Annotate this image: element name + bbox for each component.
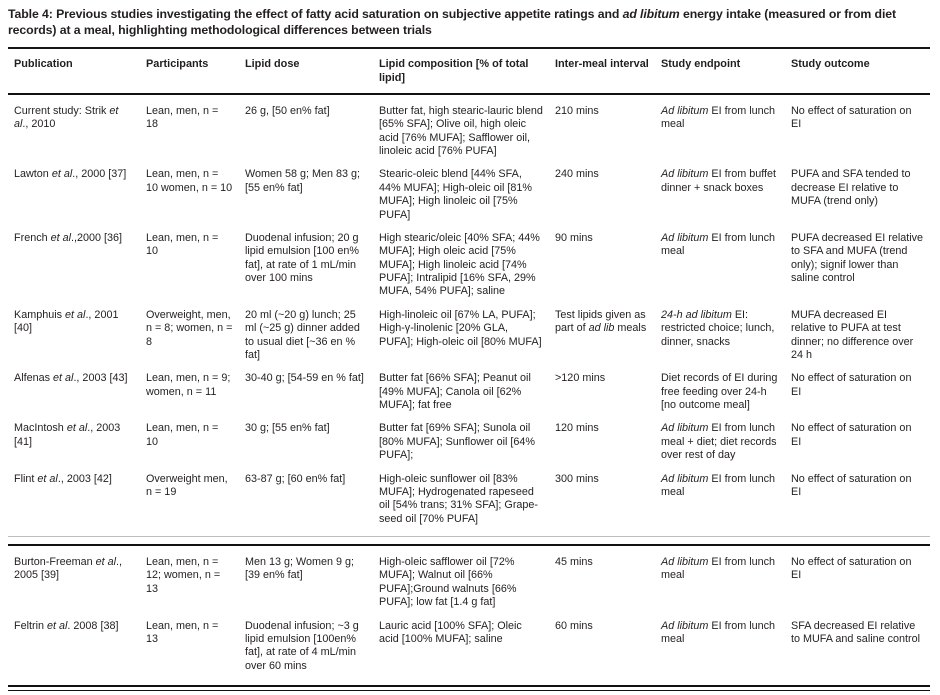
table-row: Flint et al., 2003 [42] Overweight men, n… [8, 463, 930, 527]
table-section-2: Burton-Freeman et al., 2005 [39] Lean, me… [8, 546, 930, 683]
cell-inter-meal-interval: 120 mins [555, 422, 599, 435]
cell-study-endpoint: Ad libitum EI from lunch meal + diet; di… [661, 422, 777, 462]
table-title: Table 4: Previous studies investigating … [8, 7, 896, 37]
cell-lipid-composition: High-oleic sunflower oil [83% MUFA]; Hyd… [379, 472, 539, 525]
cell-participants: Lean, men, n = 10 women, n = 10 [146, 168, 233, 194]
cell-lipid-composition: Lauric acid [100% SFA]; Oleic acid [100%… [379, 619, 522, 645]
cell-publication: French et al.,2000 [36] [14, 231, 123, 244]
table-header-row: Publication Participants Lipid dose Lipi… [8, 49, 930, 93]
cell-study-outcome: No effect of saturation on EI [791, 422, 912, 448]
column-header-lipid-dose: Lipid dose [245, 57, 300, 70]
table-bottom-rule-secondary [8, 690, 930, 692]
table-row: MacIntosh et al., 2003 [41] Lean, men, n … [8, 412, 930, 462]
cell-study-endpoint: Ad libitum EI from lunch meal [661, 104, 776, 131]
cell-lipid-composition: High-linoleic oil [67% LA, PUFA]; High-γ… [379, 308, 542, 348]
cell-study-outcome: SFA decreased EI relative to MUFA and sa… [791, 619, 921, 645]
title-divider [8, 46, 930, 49]
column-header-participants: Participants [146, 57, 209, 70]
cell-publication: Current study: Strik et al., 2010 [14, 104, 119, 131]
cell-lipid-dose: Duodenal infusion; ~3 g lipid emulsion [… [245, 619, 359, 672]
cell-inter-meal-interval: >120 mins [555, 372, 606, 385]
cell-participants: Lean, men, n = 10 [146, 231, 219, 258]
cell-publication: Feltrin et al. 2008 [38] [14, 619, 119, 632]
cell-study-outcome: PUFA decreased EI relative to SFA and MU… [791, 231, 924, 285]
cell-lipid-composition: Butter fat [69% SFA]; Sunola oil [80% MU… [379, 422, 536, 462]
cell-inter-meal-interval: Test lipids given as part of ad lib meal… [555, 308, 647, 335]
cell-study-outcome: No effect of saturation on EI [791, 472, 912, 498]
table-body: Current study: Strik et al., 2010 Lean, m… [8, 95, 930, 683]
cell-lipid-dose: 30-40 g; [54-59 en % fat] [245, 372, 364, 385]
cell-participants: Lean, men, n = 10 [146, 422, 219, 448]
cell-study-endpoint: Ad libitum EI from lunch meal [661, 556, 776, 582]
cell-study-outcome: PUFA and SFA tended to decrease EI relat… [791, 168, 911, 208]
table-section-1: Current study: Strik et al., 2010 Lean, m… [8, 95, 930, 536]
column-header-study-outcome: Study outcome [791, 57, 870, 70]
cell-publication: Burton-Freeman et al., 2005 [39] [14, 556, 123, 582]
cell-lipid-composition: High stearic/oleic [40% SFA; 44% MUFA]; … [379, 231, 540, 298]
column-header-study-endpoint: Study endpoint [661, 57, 741, 70]
cell-lipid-dose: Men 13 g; Women 9 g; [39 en% fat] [245, 556, 355, 582]
table-bottom-rule [8, 685, 930, 688]
cell-lipid-composition: High-oleic safflower oil [72% MUFA]; Wal… [379, 556, 517, 609]
table-row: Alfenas et al., 2003 [43] Lean, men, n = … [8, 362, 930, 412]
table-row: French et al.,2000 [36] Lean, men, n = 10… [8, 222, 930, 299]
cell-study-endpoint: Ad libitum EI from lunch meal [661, 231, 776, 258]
cell-inter-meal-interval: 90 mins [555, 231, 593, 244]
cell-publication: MacIntosh et al., 2003 [41] [14, 422, 121, 448]
header-divider [8, 92, 930, 95]
cell-study-outcome: No effect of saturation on EI [791, 372, 912, 398]
cell-study-endpoint: Diet records of EI during free feeding o… [661, 372, 778, 412]
cell-study-outcome: MUFA decreased EI relative to PUFA at te… [791, 308, 914, 361]
cell-lipid-dose: Women 58 g; Men 83 g; [55 en% fat] [245, 168, 361, 194]
table-row: Feltrin et al. 2008 [38] Lean, men, n = 1… [8, 610, 930, 674]
section-break [8, 536, 930, 547]
cell-publication: Lawton et al., 2000 [37] [14, 168, 127, 181]
cell-lipid-composition: Stearic-oleic blend [44% SFA, 44% MUFA];… [379, 168, 533, 221]
column-header-publication: Publication [14, 57, 73, 70]
cell-study-endpoint: Ad libitum EI from lunch meal [661, 619, 776, 645]
cell-inter-meal-interval: 240 mins [555, 168, 599, 181]
cell-lipid-dose: 20 ml (~20 g) lunch; 25 ml (~25 g) dinne… [245, 308, 360, 361]
cell-participants: Lean, men, n = 12; women, n = 13 [146, 556, 221, 595]
cell-participants: Lean, men, n = 18 [146, 104, 219, 131]
table-row: Lawton et al., 2000 [37] Lean, men, n = 1… [8, 158, 930, 222]
section-break-thin-rule [8, 536, 930, 538]
column-header-inter-meal-interval: Inter-meal interval [555, 57, 649, 70]
cell-inter-meal-interval: 300 mins [555, 472, 599, 485]
cell-study-endpoint: Ad libitum EI from lunch meal [661, 472, 776, 498]
cell-lipid-composition: Butter fat [66% SFA]; Peanut oil [49% MU… [379, 372, 531, 412]
cell-inter-meal-interval: 45 mins [555, 556, 593, 569]
table-row: Current study: Strik et al., 2010 Lean, m… [8, 95, 930, 159]
cell-lipid-dose: 63-87 g; [60 en% fat] [245, 472, 346, 485]
cell-study-endpoint: Ad libitum EI from buffet dinner + snack… [661, 168, 777, 194]
cell-study-endpoint: 24-h ad libitum EI: restricted choice; l… [661, 308, 775, 348]
cell-lipid-composition: Butter fat, high stearic-lauric blend [6… [379, 104, 543, 158]
cell-publication: Alfenas et al., 2003 [43] [14, 372, 128, 385]
cell-publication: Kamphuis et al., 2001 [40] [14, 308, 119, 335]
cell-inter-meal-interval: 210 mins [555, 104, 599, 117]
cell-participants: Overweight, men, n = 8; women, n = 8 [146, 308, 233, 348]
column-header-lipid-composition: Lipid composition [% of total lipid] [379, 57, 529, 84]
table-row: Kamphuis et al., 2001 [40] Overweight, me… [8, 299, 930, 363]
cell-lipid-dose: 30 g; [55 en% fat] [245, 422, 330, 435]
cell-study-outcome: No effect of saturation on EI [791, 556, 912, 582]
cell-participants: Lean, men, n = 13 [146, 619, 219, 645]
cell-participants: Lean, men, n = 9; women, n = 11 [146, 372, 231, 398]
cell-participants: Overweight men, n = 19 [146, 472, 228, 498]
cell-lipid-dose: 26 g, [50 en% fat] [245, 104, 330, 117]
cell-study-outcome: No effect of saturation on EI [791, 104, 912, 131]
cell-inter-meal-interval: 60 mins [555, 619, 593, 632]
table-row: Burton-Freeman et al., 2005 [39] Lean, me… [8, 546, 930, 610]
cell-lipid-dose: Duodenal infusion; 20 g lipid emulsion [… [245, 231, 360, 285]
section-break-thick-rule [8, 544, 930, 547]
cell-publication: Flint et al., 2003 [42] [14, 472, 112, 485]
